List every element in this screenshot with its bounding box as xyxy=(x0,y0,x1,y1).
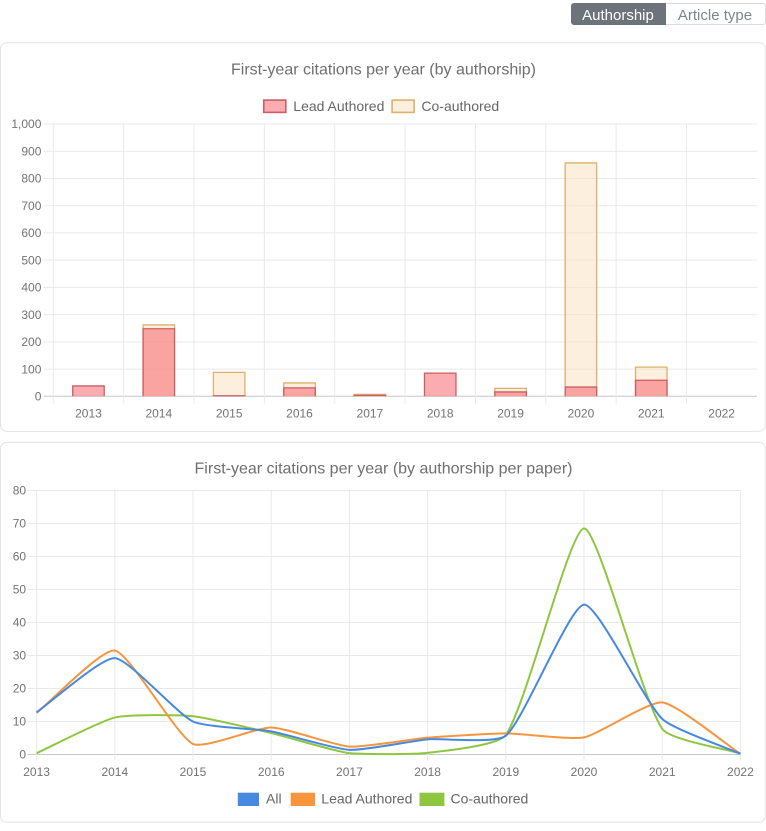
svg-text:2020: 2020 xyxy=(568,407,595,421)
svg-text:2013: 2013 xyxy=(75,407,102,421)
svg-text:2021: 2021 xyxy=(649,765,676,779)
svg-text:2022: 2022 xyxy=(727,765,754,779)
svg-text:Lead Authored: Lead Authored xyxy=(293,98,384,114)
svg-text:40: 40 xyxy=(13,616,27,630)
svg-text:300: 300 xyxy=(21,308,41,322)
svg-text:2022: 2022 xyxy=(708,407,735,421)
svg-text:All: All xyxy=(266,791,282,807)
svg-text:20: 20 xyxy=(13,682,27,696)
svg-text:2014: 2014 xyxy=(101,765,128,779)
svg-text:50: 50 xyxy=(13,583,27,597)
svg-text:70: 70 xyxy=(13,517,27,531)
svg-text:60: 60 xyxy=(13,550,27,564)
svg-text:First-year citations per year: First-year citations per year (by author… xyxy=(231,62,536,79)
svg-text:2017: 2017 xyxy=(357,407,384,421)
svg-text:10: 10 xyxy=(13,715,27,729)
svg-text:0: 0 xyxy=(19,748,26,762)
svg-text:0: 0 xyxy=(35,390,42,404)
svg-text:2020: 2020 xyxy=(571,765,598,779)
svg-text:2016: 2016 xyxy=(258,765,285,779)
svg-text:2013: 2013 xyxy=(23,765,50,779)
svg-text:500: 500 xyxy=(21,253,41,267)
svg-text:2019: 2019 xyxy=(497,407,524,421)
svg-text:2021: 2021 xyxy=(638,407,665,421)
svg-text:100: 100 xyxy=(21,362,41,376)
svg-text:80: 80 xyxy=(13,484,27,498)
svg-text:2018: 2018 xyxy=(427,407,454,421)
svg-text:2017: 2017 xyxy=(336,765,363,779)
svg-text:Co-authored: Co-authored xyxy=(421,98,499,114)
svg-text:600: 600 xyxy=(21,226,41,240)
svg-text:First-year citations per year: First-year citations per year (by author… xyxy=(195,461,573,478)
svg-text:700: 700 xyxy=(21,199,41,213)
svg-text:400: 400 xyxy=(21,281,41,295)
svg-text:Lead Authored: Lead Authored xyxy=(321,791,412,807)
svg-text:30: 30 xyxy=(13,649,27,663)
svg-text:2015: 2015 xyxy=(216,407,243,421)
svg-text:200: 200 xyxy=(21,335,41,349)
svg-text:2014: 2014 xyxy=(145,407,172,421)
svg-text:2018: 2018 xyxy=(414,765,441,779)
svg-text:2015: 2015 xyxy=(180,765,207,779)
svg-text:900: 900 xyxy=(21,144,41,158)
svg-text:800: 800 xyxy=(21,172,41,186)
svg-text:2019: 2019 xyxy=(492,765,519,779)
svg-text:Co-authored: Co-authored xyxy=(451,791,529,807)
svg-text:1,000: 1,000 xyxy=(11,117,41,131)
svg-text:2016: 2016 xyxy=(286,407,313,421)
